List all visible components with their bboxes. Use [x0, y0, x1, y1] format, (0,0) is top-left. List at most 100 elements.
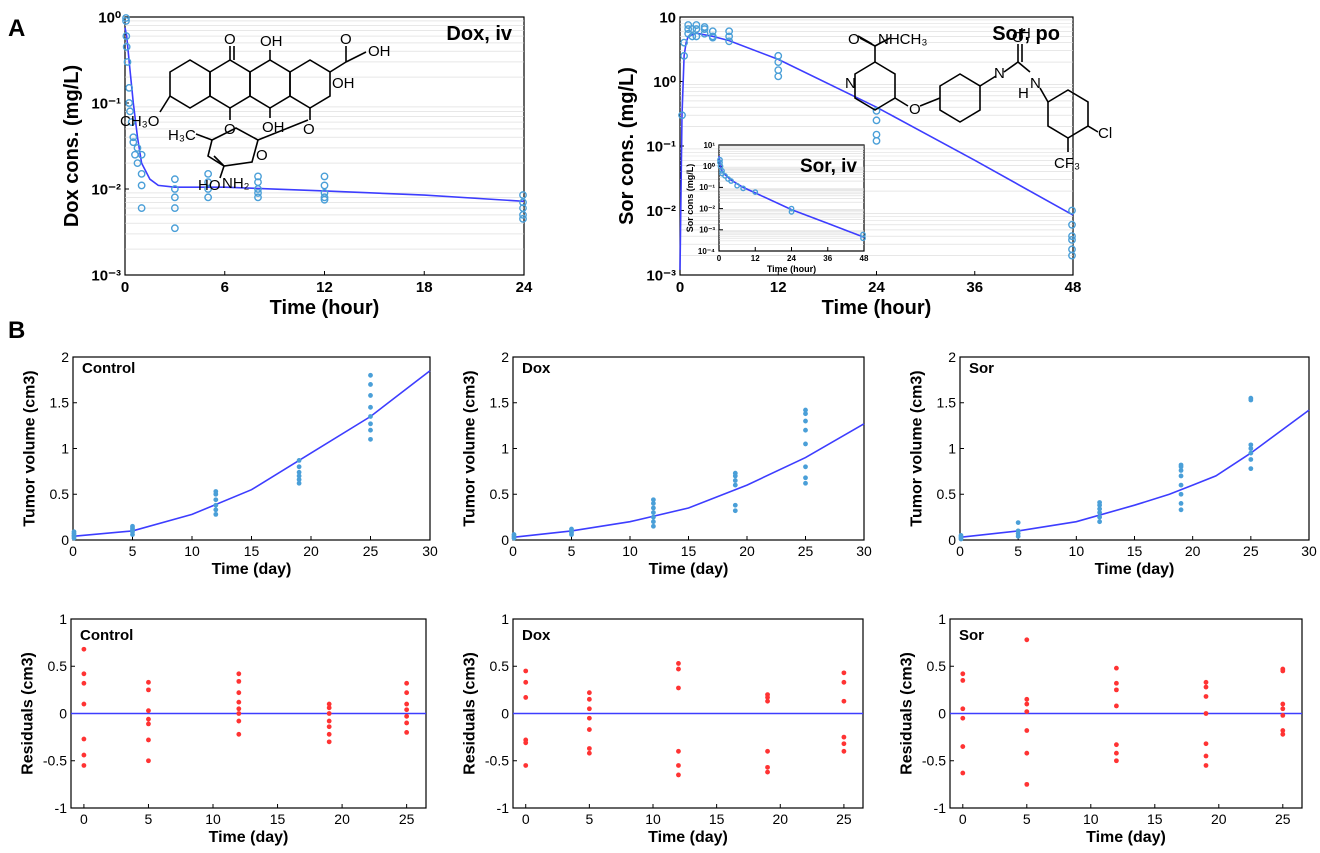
- data-point: [692, 21, 701, 29]
- residual-point: [586, 715, 592, 721]
- x-tick-label: 5: [568, 543, 576, 559]
- data-point: [692, 25, 701, 33]
- y-tick-label: 10⁰: [98, 9, 121, 26]
- data-point: [1068, 232, 1076, 241]
- residual-point: [586, 696, 592, 702]
- residual-point: [1024, 709, 1030, 715]
- data-point: [688, 25, 697, 33]
- data-point: [213, 489, 219, 494]
- y-tick-label: 0: [948, 532, 956, 548]
- y-tick-label: 0.5: [927, 658, 947, 674]
- y-tick-label: -0.5: [485, 753, 509, 769]
- data-point: [296, 457, 302, 463]
- data-point: [1097, 519, 1102, 525]
- x-tick-label: 20: [1185, 543, 1201, 559]
- residual-point: [1024, 701, 1030, 707]
- residual-point: [765, 764, 770, 770]
- data-point: [1015, 520, 1021, 526]
- data-point: [803, 475, 808, 481]
- data-point: [204, 193, 213, 202]
- data-point: [122, 14, 130, 22]
- x-tick-label: 15: [709, 811, 725, 827]
- chart-title: Sor, po: [992, 23, 1060, 45]
- x-tick-label: 10: [622, 543, 638, 559]
- residual-point: [960, 671, 966, 677]
- dox-structure-labels: O OH O OH OH CH₃O O OH O H₃C O HO NH₂: [120, 31, 391, 194]
- residual-point: [81, 671, 87, 677]
- residual-point: [404, 730, 410, 735]
- x-axis-label: Time (hour): [270, 297, 380, 319]
- panel-letter-b: B: [8, 317, 25, 344]
- y-tick-label: 10⁰: [653, 74, 676, 91]
- residual-point: [146, 687, 151, 693]
- data-point: [1248, 395, 1254, 401]
- data-point: [125, 99, 134, 107]
- data-point: [872, 136, 881, 145]
- x-tick-label: 36: [966, 279, 983, 296]
- data-point: [296, 469, 302, 475]
- data-point: [368, 372, 373, 378]
- residual-point: [676, 666, 681, 672]
- data-point: [740, 185, 747, 192]
- data-point: [368, 393, 373, 398]
- x-tick-label: 0: [121, 279, 129, 296]
- data-point: [368, 436, 373, 442]
- residual-point: [960, 706, 966, 712]
- residual-point: [765, 695, 770, 700]
- data-point: [651, 519, 656, 525]
- struct-label: NH₂: [222, 175, 250, 192]
- chart-title: Dox: [522, 360, 551, 377]
- data-point: [320, 172, 329, 181]
- residual-point: [1203, 694, 1209, 699]
- struct-label: HO: [198, 177, 221, 194]
- residual-point: [1024, 728, 1030, 733]
- residual-point: [765, 748, 770, 754]
- data-point: [320, 193, 329, 202]
- y-axis-label: Sor cons (mg/L): [685, 164, 695, 233]
- data-point: [1097, 506, 1102, 512]
- struct-label: Cl: [1098, 125, 1112, 142]
- residual-point: [146, 679, 151, 685]
- residual-point: [960, 770, 966, 776]
- x-tick-label: 20: [1211, 811, 1227, 827]
- y-tick-label: 10⁻¹: [646, 138, 676, 155]
- residual-point: [1024, 750, 1030, 756]
- data-point: [803, 480, 808, 486]
- residual-point: [841, 741, 847, 747]
- data-point: [1068, 206, 1076, 215]
- y-tick-label: 0: [61, 532, 69, 548]
- fit-line: [124, 27, 525, 203]
- data-point: [719, 168, 725, 174]
- x-tick-label: 25: [1275, 811, 1291, 827]
- x-tick-label: 10: [645, 811, 661, 827]
- data-point: [130, 523, 135, 529]
- y-tick-label: 1.5: [937, 395, 957, 411]
- residual-point: [1280, 706, 1286, 712]
- residual-point: [1024, 781, 1030, 787]
- residual-point: [841, 670, 847, 676]
- data-point: [1178, 507, 1184, 513]
- x-tick-label: 24: [516, 279, 533, 296]
- data-point: [1248, 446, 1254, 451]
- residual-point: [1280, 668, 1286, 674]
- x-tick-label: 15: [1127, 543, 1143, 559]
- x-tick-label: 20: [334, 811, 350, 827]
- x-tick-label: 10: [205, 811, 221, 827]
- x-tick-label: 18: [416, 279, 433, 296]
- residual-point: [404, 701, 410, 707]
- residual-point: [146, 708, 151, 714]
- residual-point: [404, 720, 410, 726]
- residual-point: [81, 752, 87, 758]
- data-point: [684, 25, 693, 33]
- data-point: [732, 470, 738, 476]
- data-point: [296, 480, 302, 486]
- data-point: [680, 51, 688, 60]
- data-point: [320, 181, 329, 190]
- x-tick-label: 15: [244, 543, 260, 559]
- x-tick-label: 15: [681, 543, 697, 559]
- residual-point: [236, 731, 242, 737]
- struct-label: N: [845, 75, 856, 92]
